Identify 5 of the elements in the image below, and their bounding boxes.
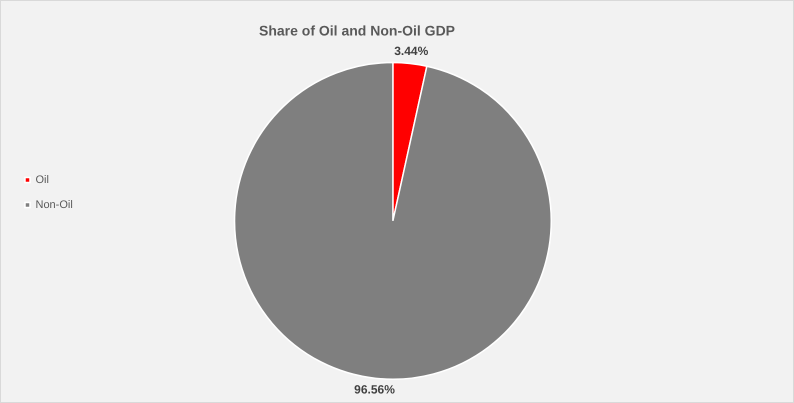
legend-label: Oil [36,174,49,186]
legend-label: Non-Oil [36,199,73,212]
chart-title: Share of Oil and Non-Oil GDP [258,22,456,38]
data-label: 96.56% [354,382,396,397]
data-label: 3.44% [394,44,429,58]
